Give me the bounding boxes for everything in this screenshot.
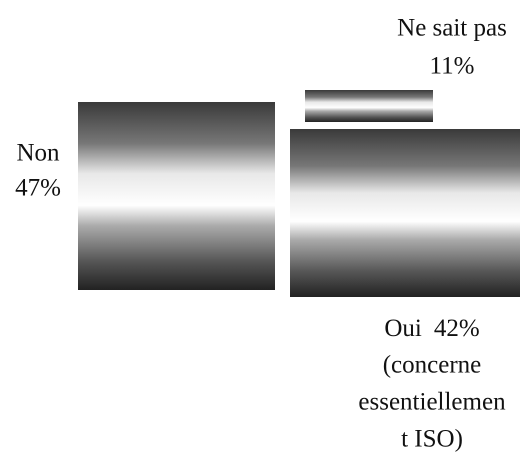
slice-label: Oui 42%	[384, 315, 479, 342]
slice	[290, 129, 520, 297]
value-label: 11%	[430, 53, 475, 80]
value-label: 42%	[434, 315, 480, 342]
annotation: essentiellemen	[358, 389, 506, 416]
slice-label: Non	[16, 140, 60, 167]
annotation: (concerne	[383, 352, 482, 379]
annotation: t ISO)	[401, 426, 463, 453]
value-label: 47%	[15, 175, 61, 202]
slice	[305, 90, 433, 122]
slice-label: Ne sait pas	[397, 15, 507, 42]
slice	[78, 102, 275, 290]
category: Oui	[384, 315, 422, 342]
